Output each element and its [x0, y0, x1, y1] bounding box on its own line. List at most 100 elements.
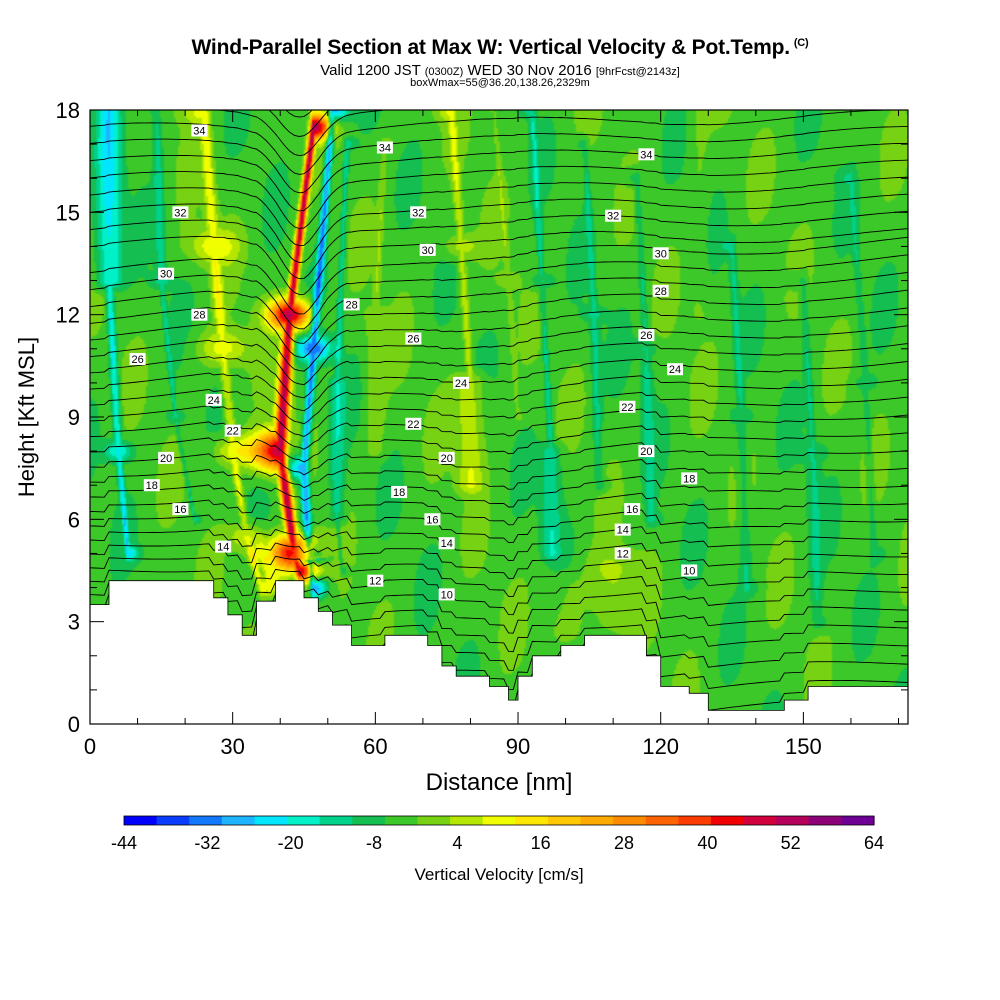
x-tick-label: 90 [506, 734, 530, 759]
colorbar-swatch [450, 816, 484, 825]
y-tick-label: 18 [56, 98, 80, 123]
theta-label-bg [424, 513, 441, 526]
theta-label-text: 10 [683, 566, 695, 578]
theta-label-text: 20 [640, 446, 652, 458]
theta-contour-line [90, 228, 908, 295]
theta-label-bg [191, 308, 208, 321]
colorbar-tick-label: 52 [781, 833, 801, 853]
colorbar-tick-label: -8 [366, 833, 382, 853]
colorbar: -44 -32 -20 -8 4 16 28 40 52 64 [111, 815, 884, 853]
theta-label-bg [405, 332, 422, 345]
theta-label-text: 28 [345, 299, 357, 311]
colorbar-swatch [417, 816, 451, 825]
theta-label-bg [419, 243, 436, 256]
x-tick-label: 0 [84, 734, 96, 759]
colorbar-swatch [841, 816, 875, 825]
theta-label-bg [367, 574, 384, 587]
theta-label-text: 32 [174, 207, 186, 219]
theta-label-bg [438, 588, 455, 601]
theta-label-text: 10 [441, 589, 453, 601]
theta-contour-label: 30 [652, 247, 669, 260]
theta-contour-line [90, 555, 908, 597]
theta-contour-label: 24 [667, 363, 683, 376]
theta-contour-line [90, 0, 908, 19]
terrain-shape [89, 580, 909, 725]
theta-label-text: 24 [669, 364, 681, 376]
theta-label-bg [638, 445, 655, 458]
theta-label-text: 28 [655, 286, 667, 298]
theta-contour-label: 34 [638, 148, 655, 161]
theta-contour-label: 24 [205, 393, 222, 407]
theta-contour-line [90, 126, 908, 194]
valid-time: Valid 1200 JST [320, 62, 421, 79]
theta-contour-label: 30 [419, 243, 436, 257]
theta-contour-line [90, 10, 908, 58]
theta-contour-line [90, 271, 908, 344]
theta-contour-label: 32 [410, 206, 427, 219]
theta-contour-label: 34 [191, 124, 208, 138]
theta-contour-label: 30 [158, 267, 175, 281]
theta-label-bg [410, 206, 427, 219]
colorbar-tick-label: -32 [194, 833, 220, 853]
theta-label-bg [205, 393, 222, 406]
theta-label-bg [405, 417, 422, 430]
theta-label-bg [667, 363, 683, 376]
theta-label-bg [191, 124, 208, 137]
copyright-mark: (C) [793, 37, 809, 49]
theta-contour-line [90, 442, 908, 476]
theta-label-bg [624, 503, 641, 516]
theta-label-text: 34 [193, 126, 205, 138]
theta-contour-label: 34 [376, 141, 393, 155]
theta-contour-label: 18 [143, 479, 160, 492]
theta-contour-label: 14 [438, 537, 455, 550]
colorbar-swatch [384, 816, 419, 825]
theta-label-text: 22 [407, 419, 419, 431]
colorbar-swatch [580, 816, 614, 825]
terrain-mask [89, 580, 909, 725]
y-tick-label: 6 [68, 507, 80, 532]
colorbar-tick-label: 28 [614, 833, 634, 853]
theta-label-bg [614, 547, 631, 560]
colorbar-swatch [124, 816, 158, 825]
theta-label-bg [224, 424, 241, 437]
theta-contour-line [90, 193, 908, 263]
theta-label-text: 18 [146, 480, 158, 492]
theta-label-bg [215, 540, 232, 553]
theta-contour-line [90, 542, 908, 579]
colorbar-tick-label: -20 [278, 833, 304, 853]
theta-label-text: 28 [193, 310, 205, 322]
colorbar-swatch [547, 816, 582, 825]
theta-label-bg [172, 206, 189, 219]
theta-label-text: 30 [655, 248, 667, 260]
valid-date: WED 30 Nov 2016 [467, 62, 592, 79]
theta-label-text: 34 [640, 149, 652, 161]
theta-contour-line [90, 236, 908, 315]
theta-label-text: 26 [131, 354, 143, 366]
theta-label-text: 14 [617, 525, 629, 537]
theta-label-bg [681, 472, 698, 485]
x-tick-label: 60 [363, 734, 387, 759]
colorbar-tick-label: 40 [697, 833, 717, 853]
forecast-info: [9hrFcst@2143z] [595, 66, 680, 78]
theta-label-bg [652, 247, 669, 260]
x-tick-label: 150 [785, 734, 822, 759]
theta-label-bg [614, 523, 631, 536]
theta-contour-label: 20 [638, 445, 655, 458]
theta-label-text: 26 [640, 330, 652, 342]
theta-label-text: 14 [441, 538, 453, 550]
colorbar-swatch [678, 816, 712, 825]
theta-contour-label: 10 [681, 564, 698, 578]
colorbar-swatch [645, 816, 679, 825]
y-tick-label: 12 [56, 303, 80, 328]
colorbar-swatch [189, 816, 223, 825]
y-tick-label: 9 [68, 405, 80, 430]
theta-label-bg [391, 486, 408, 498]
theta-label-bg [681, 564, 698, 577]
colorbar-swatch [808, 816, 842, 825]
theta-contour-line [90, 325, 908, 386]
theta-label-text: 18 [393, 487, 405, 499]
theta-label-text: 12 [617, 548, 629, 560]
theta-contour-line [90, 0, 908, 38]
theta-contour-label: 12 [614, 547, 631, 560]
